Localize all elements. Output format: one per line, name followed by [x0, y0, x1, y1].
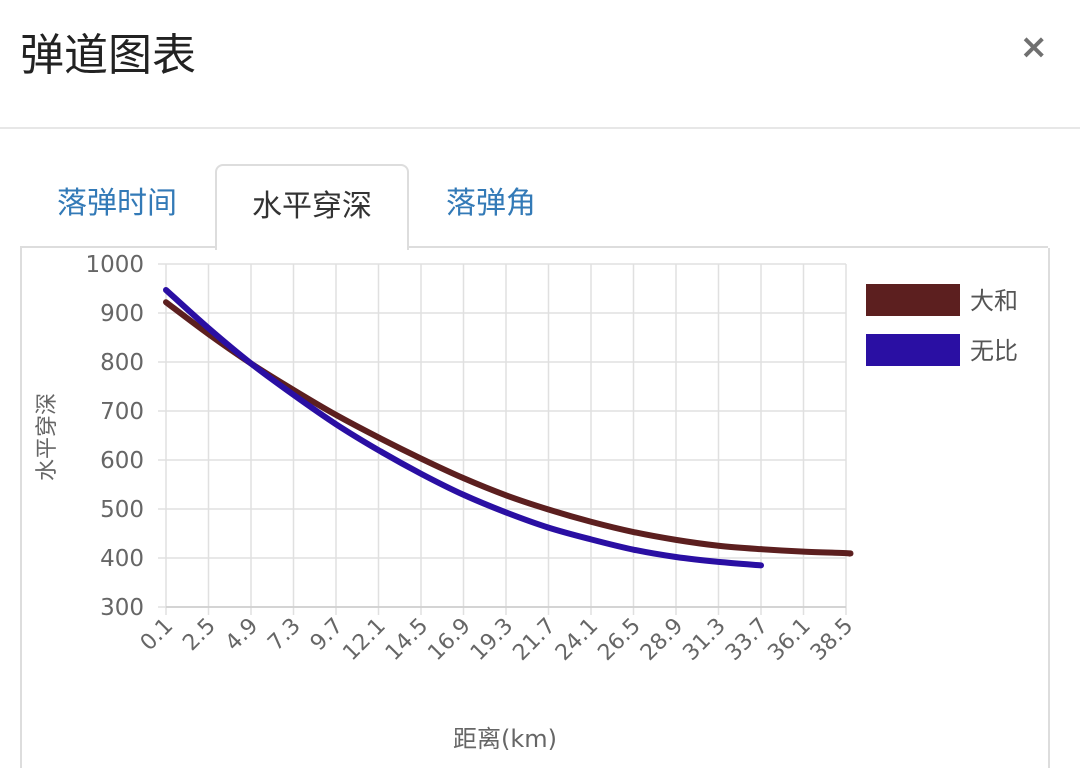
y-tick-label: 700: [100, 399, 144, 425]
x-tick-label: 31.3: [678, 614, 730, 666]
series-line-1: [163, 299, 854, 557]
x-tick-label: 26.5: [593, 614, 645, 666]
y-tick-label: 500: [100, 497, 144, 523]
x-tick-labels: 0.1 2.5 4.9 7.3 9.712.114.516.919.321.724.12…: [136, 614, 858, 666]
y-axis-label: 水平穿深: [35, 393, 60, 481]
y-tick-label: 400: [100, 546, 144, 572]
y-tick-label: 600: [100, 448, 144, 474]
x-tick-label: 4.9: [221, 614, 263, 656]
x-tick-label: 36.1: [763, 614, 815, 666]
legend-swatch: [866, 334, 960, 366]
dialog-header: 弹道图表 ×: [0, 0, 1080, 129]
tab-drop-time[interactable]: 落弹时间: [57, 186, 177, 221]
y-tick-labels: 300 400 500 600 700 800 900 1000: [85, 252, 144, 621]
tab-drop-angle[interactable]: 落弹角: [446, 186, 536, 221]
x-tick-label: 21.7: [508, 614, 560, 666]
series-lines: [163, 286, 854, 569]
x-tick-label: 24.1: [551, 614, 603, 666]
chart-panel: [20, 248, 1050, 768]
x-tick-label: 14.5: [381, 614, 433, 666]
x-tick-label: 2.5: [178, 614, 220, 656]
legend-label: 无比: [970, 337, 1018, 365]
x-tick-label: 28.9: [636, 614, 688, 666]
x-tick-label: 16.9: [423, 614, 475, 666]
y-tick-label: 800: [100, 350, 144, 376]
series-line-2: [163, 286, 764, 569]
x-tick-label: 12.1: [338, 614, 390, 666]
y-tick-label: 1000: [85, 252, 144, 278]
x-tick-label: 19.3: [466, 614, 518, 666]
x-tick-label: 38.5: [806, 614, 858, 666]
x-tick-label: 33.7: [721, 614, 773, 666]
y-tick-label: 300: [100, 595, 144, 621]
close-icon[interactable]: ×: [1019, 27, 1049, 67]
chart-tabs: 落弹时间 水平穿深 落弹角: [20, 163, 1048, 250]
x-tick-label: 7.3: [263, 614, 305, 656]
legend-swatch: [866, 284, 960, 316]
x-axis-label: 距离(km): [453, 725, 557, 753]
dialog-title: 弹道图表: [20, 30, 196, 81]
tab-divider: [20, 246, 1048, 248]
legend-label: 大和: [970, 287, 1018, 315]
y-tick-label: 900: [100, 301, 144, 327]
tab-horizontal-penetration[interactable]: 水平穿深: [215, 164, 409, 250]
